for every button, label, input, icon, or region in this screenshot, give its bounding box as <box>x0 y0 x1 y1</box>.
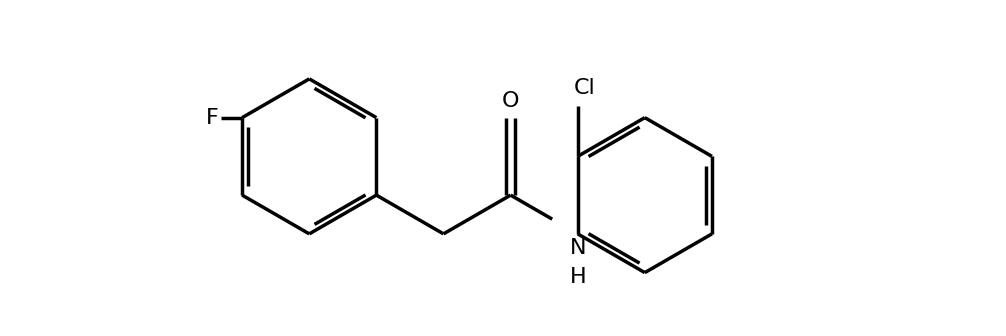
Text: O: O <box>502 91 519 112</box>
Text: N: N <box>569 238 585 258</box>
Text: H: H <box>569 267 586 287</box>
Text: Cl: Cl <box>573 78 596 98</box>
Text: F: F <box>206 108 219 128</box>
